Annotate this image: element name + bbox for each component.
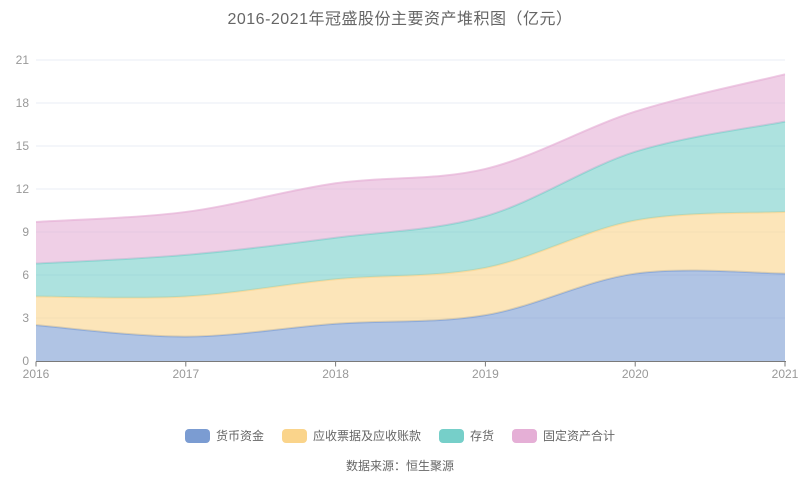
legend-swatch	[512, 429, 538, 443]
y-axis-label: 9	[22, 225, 29, 239]
legend-label: 固定资产合计	[543, 429, 616, 443]
legend-item-固定资产合计[interactable]: 固定资产合计	[512, 429, 615, 443]
y-axis-label: 6	[22, 268, 29, 282]
legend-swatch	[184, 429, 210, 443]
x-axis-label: 2017	[172, 367, 199, 381]
area-应收票据及应收账款	[36, 211, 785, 337]
y-axis-label: 12	[16, 182, 30, 196]
legend-label: 存货	[470, 429, 495, 443]
y-axis-label: 3	[22, 311, 29, 325]
legend-item-应收票据及应收账款[interactable]: 应收票据及应收账款	[281, 429, 421, 443]
legend-swatch	[439, 429, 464, 443]
legend-swatch	[281, 429, 307, 443]
legend-item-存货[interactable]: 存货	[439, 429, 494, 443]
chart-title: 2016-2021年冠盛股份主要资产堆积图（亿元）	[227, 11, 573, 28]
x-axis-label: 2019	[472, 367, 499, 381]
chart-legend: 货币资金 应收票据及应收账款 存货 固定资产合计	[0, 429, 800, 443]
y-axis-label: 15	[16, 139, 30, 153]
y-axis-label: 0	[22, 354, 29, 368]
legend-label: 货币资金	[215, 429, 264, 443]
legend-item-货币资金[interactable]: 货币资金	[184, 429, 264, 443]
x-axis-label: 2020	[622, 367, 649, 381]
x-axis-label: 2016	[23, 367, 50, 381]
area-货币资金	[36, 270, 785, 361]
stacked-area-plot: 0 3 6 9 12 15 18 21 2016 2017 2018 2019 2020 2021	[16, 53, 799, 381]
legend-label: 应收票据及应收账款	[312, 429, 421, 443]
x-axis-label: 2021	[772, 367, 799, 381]
line-固定资产合计	[35, 73, 786, 223]
y-axis-label: 18	[16, 96, 30, 110]
y-axis-label: 21	[16, 53, 30, 67]
area-存货	[36, 121, 785, 298]
area-固定资产合计	[36, 74, 785, 264]
data-source-note: 数据来源：恒生聚源	[345, 459, 454, 473]
x-axis-label: 2018	[322, 367, 349, 381]
